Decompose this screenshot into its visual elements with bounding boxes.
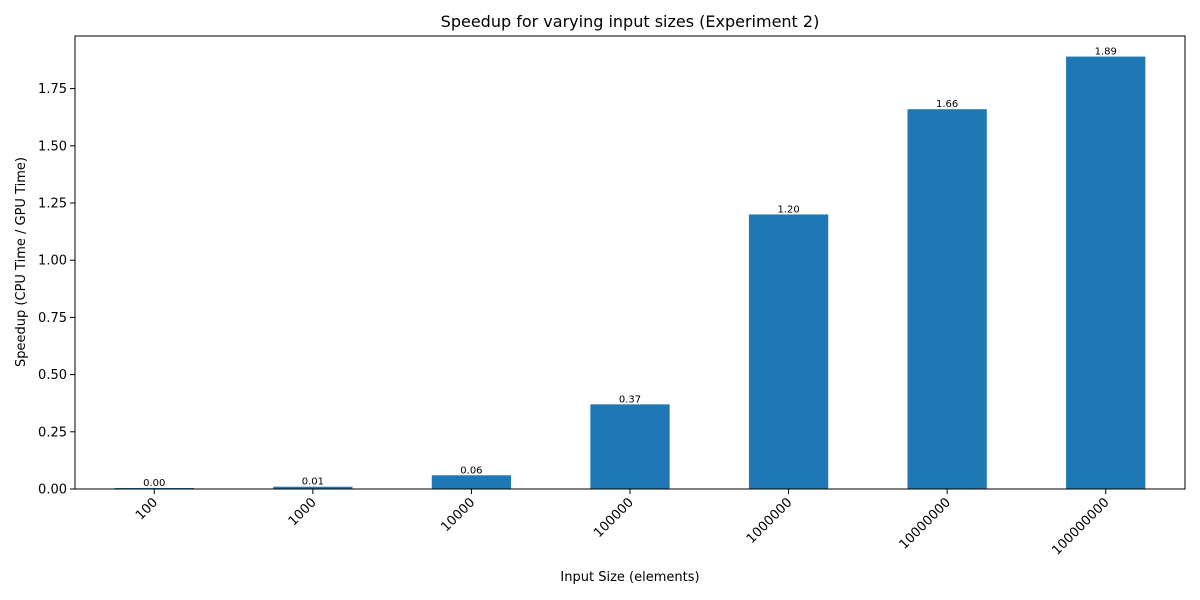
value-label-10000: 0.06 bbox=[460, 465, 482, 476]
bar-10000000 bbox=[907, 109, 987, 489]
y-axis-label: Speedup (CPU Time / GPU Time) bbox=[14, 157, 29, 367]
value-label-100: 0.00 bbox=[143, 478, 165, 489]
plot-frame bbox=[74, 35, 1186, 490]
x-tick-label-1000: 1000 bbox=[286, 495, 320, 529]
x-tick-label-10000: 10000 bbox=[438, 495, 478, 535]
x-tick-label-10000000: 10000000 bbox=[897, 495, 954, 552]
x-tick-label-100000000: 100000000 bbox=[1049, 495, 1112, 558]
bar-10000 bbox=[431, 475, 512, 489]
x-tick-label-100000: 100000 bbox=[591, 495, 637, 541]
bar-1000 bbox=[273, 486, 353, 489]
y-tick-label-1.75: 1.75 bbox=[38, 82, 67, 97]
y-tick-label-0.25: 0.25 bbox=[38, 425, 67, 440]
bar-100000000 bbox=[1066, 56, 1146, 489]
x-tick-label-1000000: 1000000 bbox=[744, 495, 796, 547]
y-tick-label-1.00: 1.00 bbox=[38, 254, 67, 269]
x-axis-ticks: 100 1000 10000 100000 1000000 10000000 1000000… bbox=[133, 489, 1113, 558]
y-axis-ticks: 0.00 0.25 0.50 0.75 1.00 1.25 1.50 1.75 bbox=[38, 82, 75, 498]
y-tick-label-0.50: 0.50 bbox=[38, 368, 67, 383]
value-label-100000: 0.37 bbox=[619, 394, 641, 405]
value-label-1000: 0.01 bbox=[302, 477, 324, 488]
value-label-1000000: 1.20 bbox=[777, 204, 799, 215]
y-tick-label-0.00: 0.00 bbox=[38, 483, 67, 498]
y-tick-label-1.25: 1.25 bbox=[38, 197, 67, 212]
bars-group bbox=[114, 56, 1146, 490]
bar-1000000 bbox=[748, 214, 829, 490]
bar-100000 bbox=[590, 404, 670, 489]
x-axis-label: Input Size (elements) bbox=[560, 570, 699, 585]
y-tick-label-0.75: 0.75 bbox=[38, 311, 67, 326]
value-label-10000000: 1.66 bbox=[936, 99, 958, 110]
value-labels-group: 0.00 0.01 0.06 0.37 1.20 1.66 1.89 bbox=[143, 47, 1117, 489]
y-tick-label-1.50: 1.50 bbox=[38, 139, 67, 154]
value-label-100000000: 1.89 bbox=[1095, 47, 1117, 58]
chart-title: Speedup for varying input sizes (Experim… bbox=[441, 12, 820, 31]
x-tick-label-100: 100 bbox=[133, 495, 161, 523]
